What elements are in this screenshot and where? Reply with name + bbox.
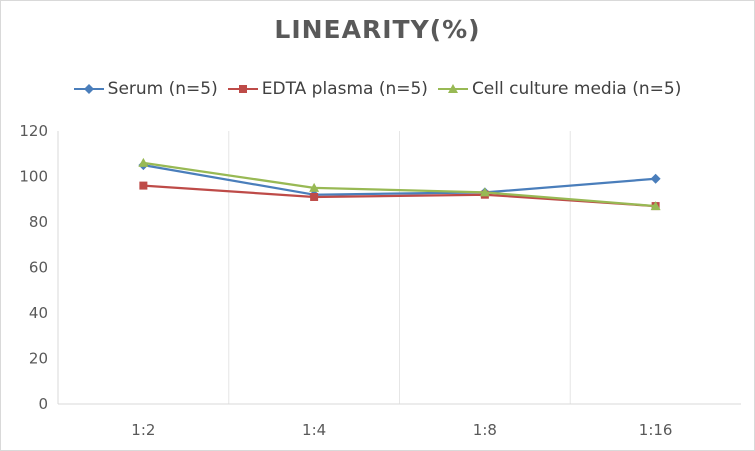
data-point	[138, 157, 149, 167]
chart-title: LINEARITY(%)	[274, 15, 481, 44]
legend-item-edta-plasma: EDTA plasma (n=5)	[227, 79, 428, 99]
x-tick-label: 1:16	[639, 421, 673, 439]
data-point	[650, 201, 661, 211]
legend-item-cell-culture-media: Cell culture media (n=5)	[437, 79, 682, 99]
y-tick-label: 0	[38, 395, 48, 413]
data-point	[139, 181, 148, 190]
legend-item-serum: Serum (n=5)	[73, 79, 218, 99]
chart-legend: Serum (n=5) EDTA plasma (n=5) Cell cultu…	[1, 79, 754, 99]
x-tick-label: 1:4	[302, 421, 326, 439]
y-tick-label: 60	[29, 259, 48, 277]
series-line	[143, 164, 656, 196]
y-tick-label: 120	[19, 122, 48, 140]
data-point	[309, 182, 320, 192]
x-tick-label: 1:8	[473, 421, 497, 439]
data-point	[479, 187, 490, 197]
y-tick-label: 40	[29, 304, 48, 322]
data-point	[310, 192, 319, 201]
legend-marker-edta-plasma	[227, 85, 258, 93]
legend-marker-serum	[73, 84, 104, 94]
legend-label-edta-plasma: EDTA plasma (n=5)	[261, 79, 428, 99]
y-tick-label: 80	[29, 213, 48, 231]
x-tick-label: 1:2	[131, 421, 155, 439]
series-line	[143, 184, 656, 208]
y-tick-label: 100	[19, 168, 48, 186]
series-line	[143, 161, 656, 208]
y-tick-label: 20	[29, 350, 48, 368]
legend-label-cell-culture-media: Cell culture media (n=5)	[471, 79, 682, 99]
data-point	[650, 173, 661, 184]
legend-label-serum: Serum (n=5)	[107, 79, 218, 99]
legend-marker-cell-culture-media	[437, 84, 468, 93]
